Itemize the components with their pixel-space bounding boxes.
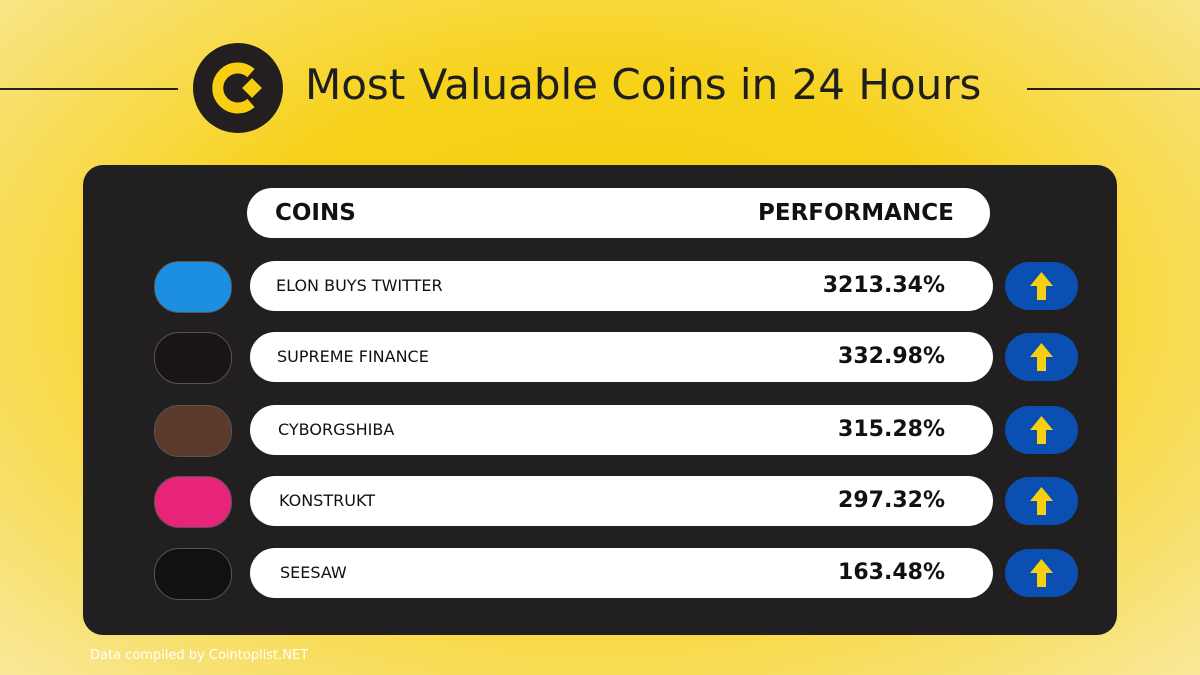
performance: 3213.34% — [822, 273, 945, 298]
arrow-icon — [1030, 416, 1053, 444]
row — [250, 548, 993, 598]
coin-icon — [154, 332, 232, 384]
arrow-icon — [1030, 343, 1053, 371]
coin-icon — [154, 548, 232, 600]
arrow-icon — [1030, 272, 1053, 300]
performance: 163.48% — [838, 560, 945, 585]
row — [250, 332, 993, 382]
row — [250, 261, 993, 311]
up-arrow — [1005, 262, 1078, 310]
arrow-icon — [1030, 559, 1053, 587]
row — [250, 476, 993, 526]
rule-right — [1027, 88, 1200, 90]
up-arrow — [1005, 333, 1078, 381]
column-header: COINS — [275, 200, 356, 226]
logo — [193, 43, 283, 133]
source-note: Data compiled by Cointoplist.NET — [90, 648, 309, 663]
arrow-icon — [1030, 487, 1053, 515]
performance: 315.28% — [838, 417, 945, 442]
coin-name: CYBORGSHIBA — [278, 420, 395, 439]
performance: 297.32% — [838, 488, 945, 513]
performance: 332.98% — [838, 344, 945, 369]
up-arrow — [1005, 477, 1078, 525]
up-arrow — [1005, 406, 1078, 454]
column-header: PERFORMANCE — [758, 200, 954, 226]
row — [250, 405, 993, 455]
coin-icon — [154, 476, 232, 528]
coin-name: KONSTRUKT — [279, 491, 375, 510]
header-row — [247, 188, 990, 238]
logo-mark — [212, 62, 262, 114]
title: Most Valuable Coins in 24 Hours — [305, 60, 982, 109]
coin-name: ELON BUYS TWITTER — [276, 276, 443, 295]
coin-icon — [154, 405, 232, 457]
rule-left — [0, 88, 178, 90]
coin-name: SUPREME FINANCE — [277, 347, 429, 366]
coin-name: SEESAW — [280, 563, 347, 582]
coin-icon — [154, 261, 232, 313]
up-arrow — [1005, 549, 1078, 597]
